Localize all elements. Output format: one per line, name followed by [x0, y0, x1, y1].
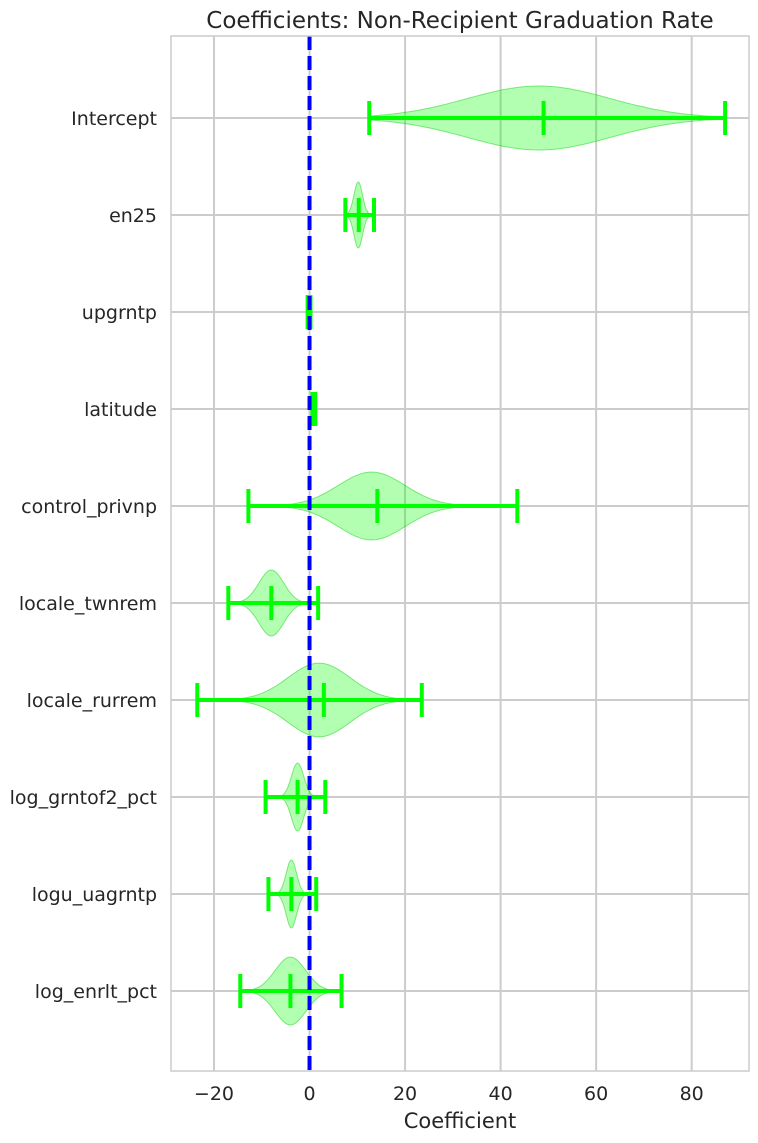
- y-tick-labels: Intercept en25 upgrntp latitude control_priv…: [10, 108, 157, 1003]
- y-tick-label: log_grntof2_pct: [10, 787, 157, 809]
- x-tick-label: 40: [489, 1083, 513, 1105]
- x-tick-labels: −20 0 20 40 60 80: [194, 1083, 704, 1105]
- chart-title: Coefficients: Non-Recipient Graduation R…: [206, 8, 713, 34]
- y-tick-label: upgrntp: [82, 302, 157, 324]
- violin-log-grntof2-pct: [263, 762, 328, 832]
- x-tick-label: 60: [584, 1083, 608, 1105]
- y-tick-label: logu_uagrntp: [32, 884, 157, 906]
- x-tick-label: −20: [194, 1083, 234, 1105]
- y-tick-label: latitude: [84, 399, 157, 421]
- y-tick-label: Intercept: [71, 108, 157, 130]
- y-tick-label: log_enrlt_pct: [35, 981, 157, 1003]
- x-tick-label: 20: [393, 1083, 417, 1105]
- y-tick-label: locale_rurrem: [27, 690, 157, 712]
- y-tick-label: en25: [109, 205, 157, 227]
- x-axis-label: Coefficient: [404, 1109, 517, 1133]
- x-tick-label: 0: [303, 1083, 315, 1105]
- violin-en25: [343, 181, 377, 249]
- violin-Intercept: [367, 85, 728, 151]
- violin-latitude: [310, 392, 318, 426]
- plot-frame: [170, 35, 750, 1072]
- violin-control-privnp: [246, 471, 520, 541]
- y-tick-label: control_privnp: [21, 496, 157, 518]
- violin-log-enrlt-pct: [238, 956, 344, 1026]
- grid: [171, 36, 749, 1071]
- y-tick-label: locale_twnrem: [19, 593, 157, 615]
- violin-logu-uagrntp: [266, 859, 319, 929]
- violins: [195, 85, 728, 1026]
- x-tick-label: 80: [680, 1083, 704, 1105]
- violin-locale-twnrem: [226, 569, 321, 637]
